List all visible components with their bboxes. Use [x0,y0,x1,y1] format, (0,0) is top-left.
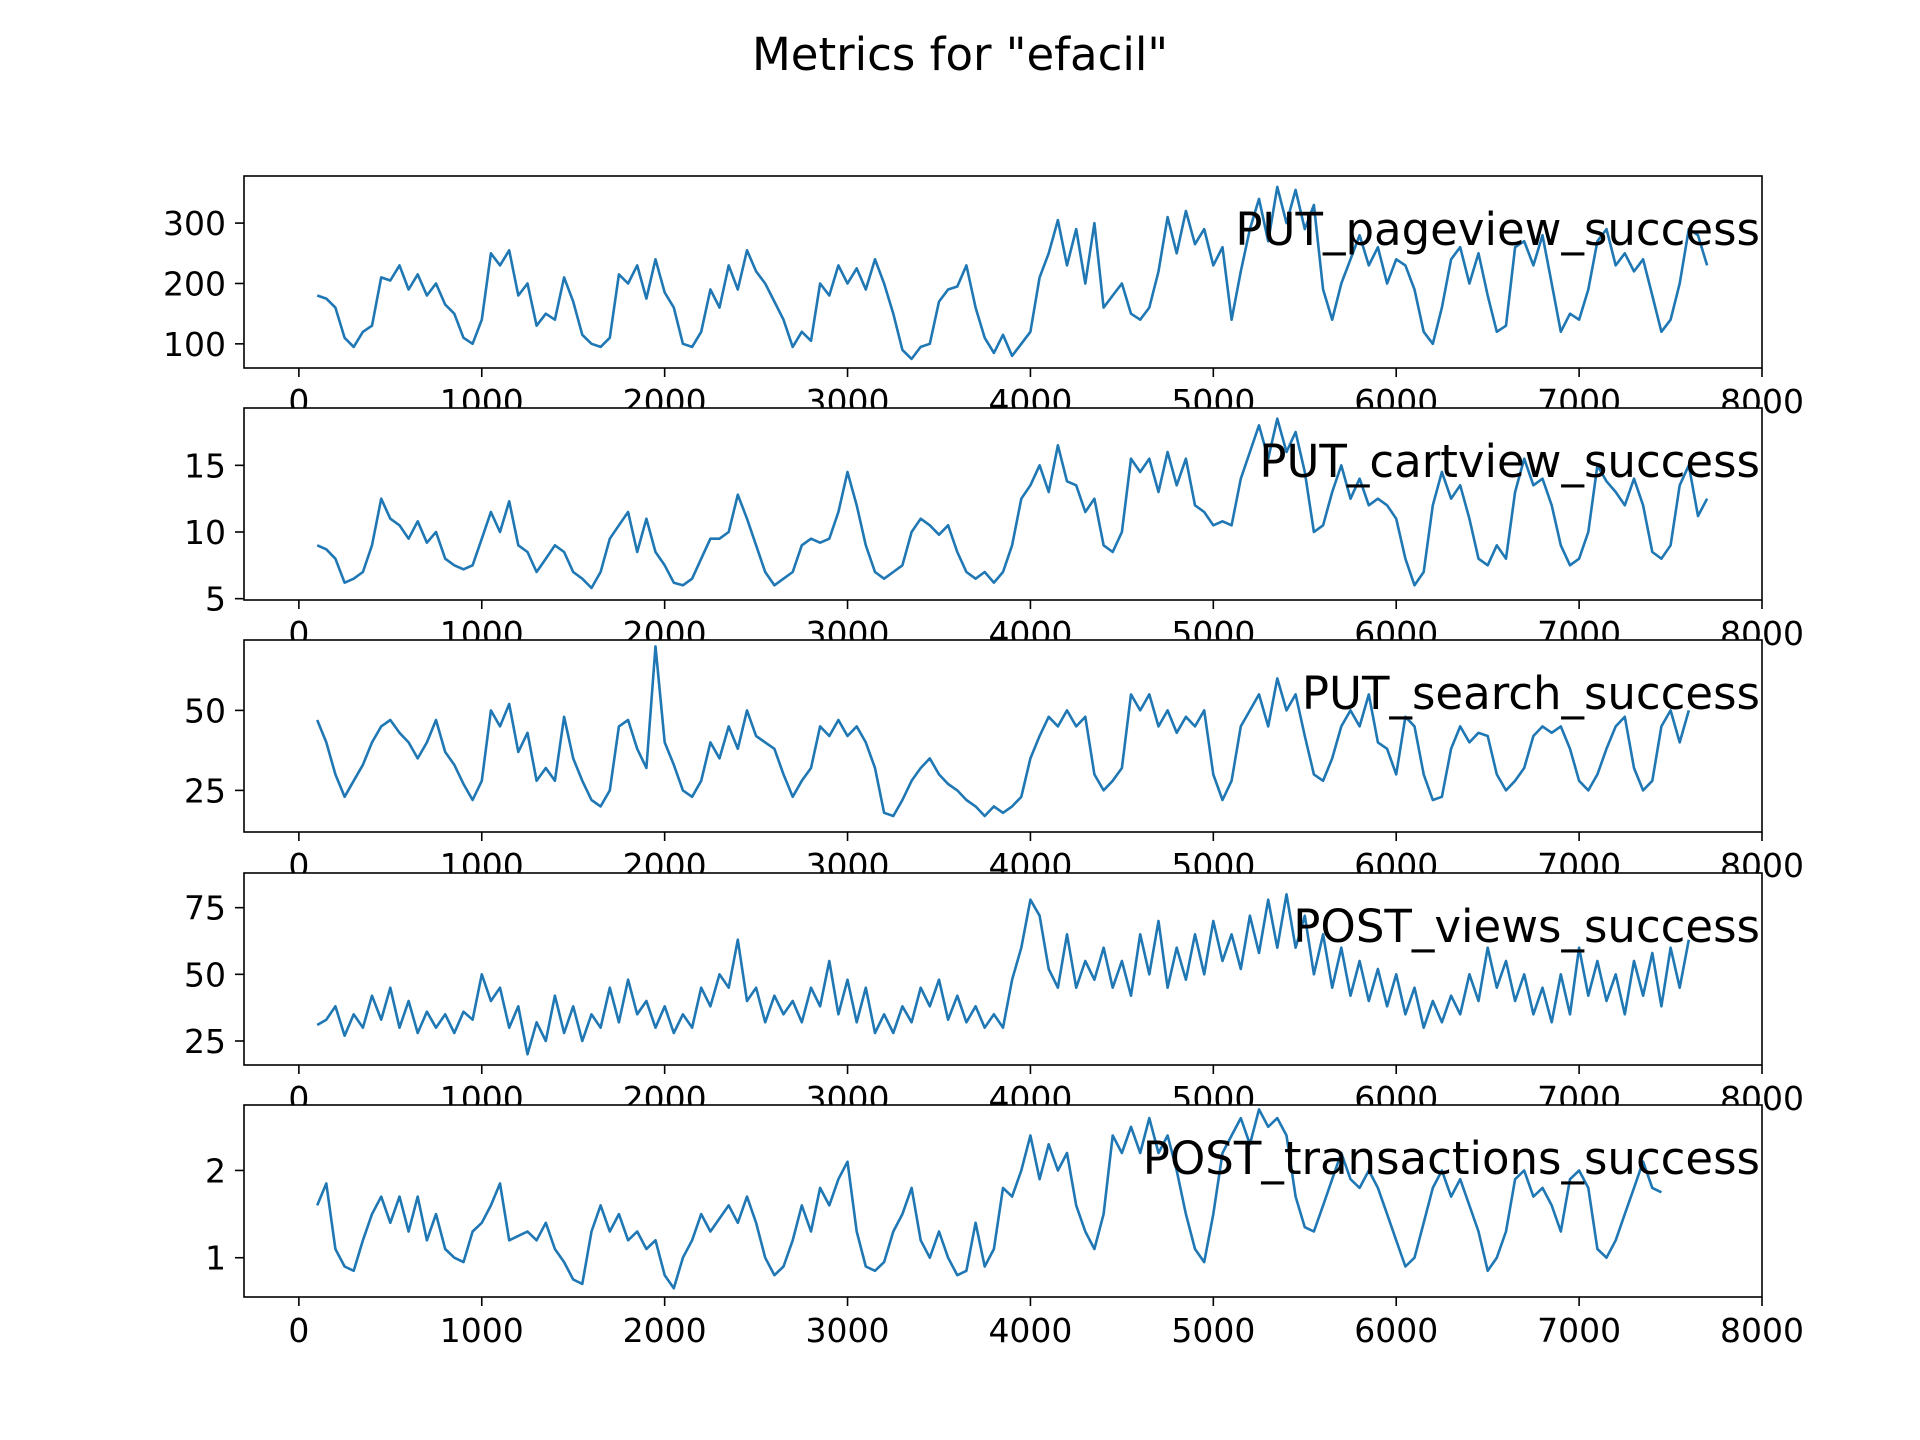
y-tick-label: 300 [163,204,226,243]
series-label: PUT_pageview_success [1235,203,1760,256]
series-line [315,645,1691,818]
series-line [315,1108,1662,1290]
series-label: POST_views_success [1293,900,1760,953]
y-tick-label: 75 [184,889,226,928]
x-tick-label: 1000 [440,1311,524,1350]
plot-area [244,1105,1762,1297]
series-line [316,417,1709,590]
y-tick-label: 25 [184,1022,226,1061]
series-label: PUT_cartview_success [1259,435,1760,488]
subplot-panels: 0 1000 2000 3000 4000 5000 6000 7000 8000 100 200 3… [163,175,1804,1350]
y-tick-label: 50 [184,955,226,994]
series-line [316,892,1691,1056]
y-tick-label: 50 [184,691,226,730]
y-tick-label: 5 [205,580,226,619]
series-label: PUT_search_success [1302,667,1760,720]
x-tick-label: 2000 [623,1311,707,1350]
axes-frame [243,1104,1763,1298]
axes-frame [243,872,1763,1066]
y-tick-label: 15 [184,446,226,485]
axes-frame [243,175,1763,369]
x-tick-label: 6000 [1354,1311,1438,1350]
x-tick-label: 5000 [1171,1311,1255,1350]
axes-frame [243,407,1763,601]
y-tick-label: 2 [205,1151,226,1190]
x-tick-label: 8000 [1720,1311,1804,1350]
x-tick-label: 0 [288,1311,309,1350]
figure-title: Metrics for "efacil" [752,28,1168,81]
subplot-5: 0 1000 2000 3000 4000 5000 6000 7000 8000 1 2 POST_… [205,1104,1804,1350]
y-tick-label: 1 [205,1239,226,1278]
y-tick-label: 25 [184,771,226,810]
series-line [316,185,1709,361]
series-label: POST_transactions_success [1143,1132,1760,1185]
x-tick-label: 4000 [988,1311,1072,1350]
x-tick-label: 3000 [806,1311,890,1350]
y-tick-label: 10 [184,513,226,552]
x-tick-label: 7000 [1537,1311,1621,1350]
y-tick-label: 100 [163,325,226,364]
subplot-1: 0 1000 2000 3000 4000 5000 6000 7000 80001002003… [163,175,1804,421]
plot-area [244,640,1762,832]
y-tick-label: 200 [163,264,226,303]
axes-frame [243,639,1763,833]
